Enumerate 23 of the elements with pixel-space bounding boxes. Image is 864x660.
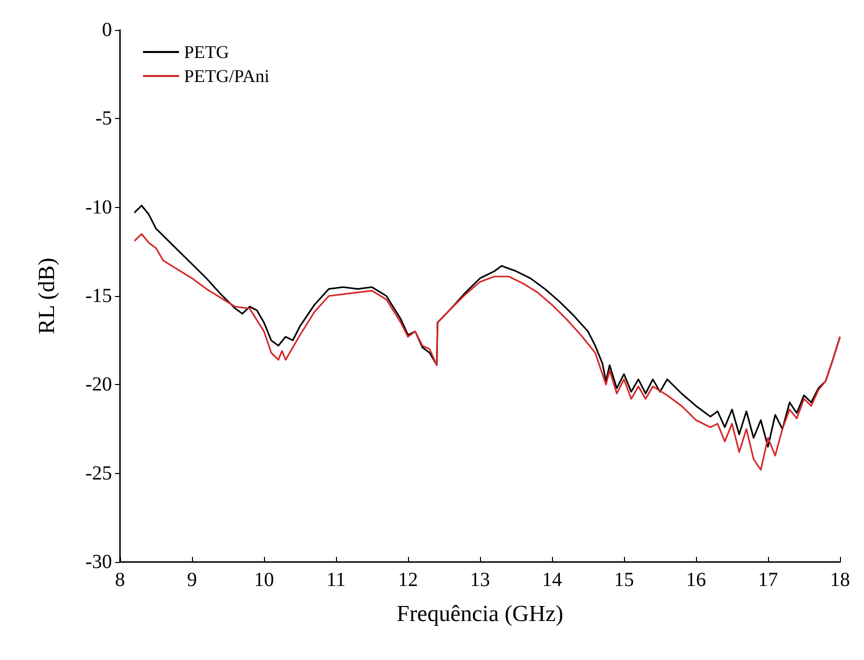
x-tick-label: 8 <box>115 569 125 591</box>
x-tick-label: 12 <box>398 569 418 591</box>
x-axis-title: Frequência (GHz) <box>396 601 564 626</box>
x-tick-label: 16 <box>686 569 706 591</box>
y-tick-label: -5 <box>95 108 112 130</box>
x-tick-label: 17 <box>758 569 778 591</box>
x-tick-label: 13 <box>470 569 490 591</box>
y-axis-title: RL (dB) <box>34 258 59 334</box>
x-tick-label: 9 <box>187 569 197 591</box>
y-tick-label: -30 <box>85 551 112 573</box>
x-tick-label: 11 <box>326 569 346 591</box>
x-tick-label: 14 <box>542 569 562 591</box>
x-tick-label: 18 <box>830 569 850 591</box>
y-tick-label: -20 <box>85 374 112 396</box>
x-tick-label: 10 <box>254 569 274 591</box>
y-tick-label: 0 <box>102 19 112 41</box>
legend-label: PETG/PAni <box>184 66 270 86</box>
y-tick-label: -25 <box>85 462 112 484</box>
x-tick-label: 15 <box>614 569 634 591</box>
legend-label: PETG <box>184 42 229 62</box>
y-tick-label: -15 <box>85 285 112 307</box>
line-series <box>134 233 841 471</box>
y-tick-label: -10 <box>85 196 112 218</box>
